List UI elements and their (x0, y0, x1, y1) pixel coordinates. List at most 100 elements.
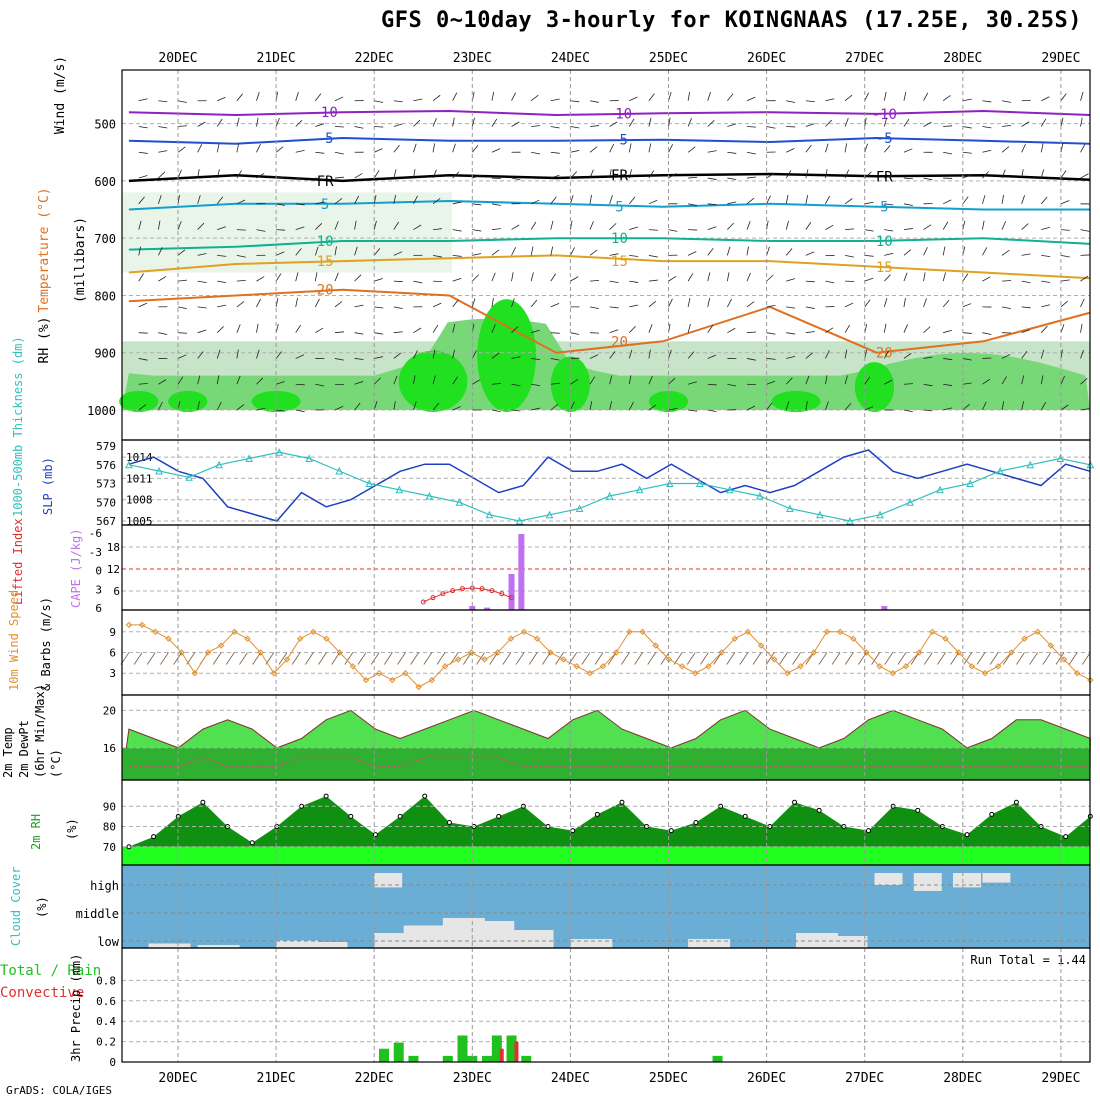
rh-area-bright (854, 362, 895, 412)
wind-barb (354, 358, 364, 360)
wind-barb (1021, 401, 1025, 411)
rh-marker (619, 799, 625, 805)
wind-barb (256, 323, 259, 333)
ytick-label: 0 (95, 565, 102, 578)
wind-barb (472, 253, 482, 256)
wind-barb (1040, 349, 1045, 359)
wind-barb (982, 332, 992, 335)
wind-barb (864, 254, 874, 257)
wind-barb (1042, 652, 1052, 665)
wind-barb (1041, 280, 1051, 283)
wind-barb (1001, 249, 1010, 256)
wind-barb (688, 176, 698, 179)
speed-marker (850, 635, 857, 642)
wind-barb (1021, 280, 1031, 284)
wind-barb (609, 306, 619, 309)
wind-barb (530, 221, 537, 230)
wind-barb (413, 401, 417, 411)
wind-barb (236, 324, 241, 333)
wind-barb (334, 331, 344, 334)
isotherm-label: -5 (611, 133, 628, 149)
wind-barb (785, 194, 789, 204)
wind-barb (177, 125, 188, 127)
wind-barb (805, 306, 815, 309)
wind-barb (157, 220, 161, 230)
wind-barb (432, 197, 441, 205)
wind-barb (295, 226, 305, 230)
wind-barb (354, 195, 360, 205)
date-label-top: 21DEC (257, 51, 296, 66)
wind-barb (531, 151, 541, 155)
wind-barb (943, 151, 953, 155)
wind-barb (1060, 93, 1067, 101)
speed-marker (349, 663, 357, 670)
wind-barb (158, 379, 167, 385)
wind-barb (805, 221, 812, 230)
wind-barb (746, 151, 756, 155)
axis-label: Cloud Cover (9, 867, 23, 946)
wind-barb (177, 146, 186, 153)
wind-barb (570, 247, 575, 256)
wind-barb (452, 376, 458, 385)
ytick-label: 6 (113, 585, 120, 598)
wind-barb (779, 652, 788, 665)
wind-barb (1080, 323, 1083, 333)
wind-barb (785, 220, 789, 230)
wind-barb (550, 273, 557, 282)
wind-barb (648, 300, 657, 308)
wind-barb (864, 171, 872, 179)
wind-barb (550, 382, 560, 385)
speed-marker (573, 663, 580, 670)
cloud-panel: high middle low Cloud Cover (%) (9, 865, 1090, 949)
wind-barb (805, 194, 809, 204)
wind-barb (570, 195, 574, 204)
wind-barb (217, 226, 226, 230)
cloud-low-bar (148, 943, 191, 948)
ytick-label: 1000 (87, 404, 116, 418)
wind-barb (629, 96, 638, 102)
ytick-label: 1008 (126, 494, 153, 507)
ytick-label: 20 (103, 704, 116, 717)
wind-barb (432, 375, 436, 385)
dewpt-line (128, 756, 1091, 768)
wind-barb (491, 203, 501, 206)
wind-barb (374, 332, 384, 335)
date-label-top: 27DEC (845, 51, 884, 66)
speed-marker (639, 628, 646, 636)
wind-barb (158, 171, 166, 179)
wind-barb (432, 143, 435, 153)
rh-marker (446, 819, 452, 825)
wind-barb (511, 177, 521, 181)
wind-barb (531, 177, 541, 179)
wind-barb (133, 652, 143, 665)
isotherm-label: 15 (317, 254, 334, 270)
rh-marker (397, 813, 403, 819)
wind-barb (491, 324, 496, 333)
wind-barb (295, 409, 305, 413)
speed-marker (310, 628, 317, 636)
wind-barb (903, 148, 913, 153)
wind-barb (1060, 324, 1065, 333)
wind-barb (197, 144, 203, 153)
wind-barb (700, 652, 709, 665)
wind-barb (727, 327, 736, 334)
wind-barb (452, 299, 459, 308)
wind-barb (707, 177, 717, 180)
wind-barb (334, 246, 337, 256)
wind-barb (864, 92, 870, 101)
wind-barb (256, 298, 261, 308)
wind-barb (648, 170, 655, 179)
wind-barb (158, 100, 168, 103)
isotherm-label: FR (611, 168, 628, 184)
rh-marker (989, 811, 995, 817)
wind-barb (177, 376, 184, 385)
wind-barb (138, 358, 148, 361)
wind-barb (177, 194, 180, 204)
speed-marker (731, 635, 738, 642)
wind-barb (727, 222, 734, 230)
wind-barb (1040, 143, 1044, 153)
wind-barb (1001, 194, 1004, 204)
wind-barb (550, 404, 559, 411)
wind-barb (197, 222, 205, 230)
